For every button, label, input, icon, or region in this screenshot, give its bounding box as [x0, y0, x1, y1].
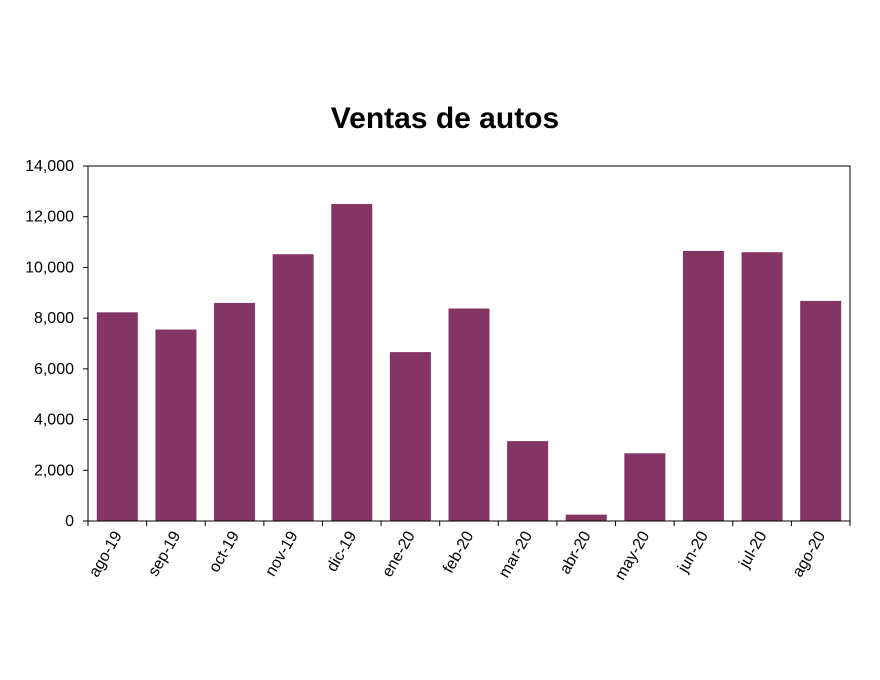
x-tick-label-sep-19: sep-19: [145, 528, 184, 579]
bar-abr-20: [565, 514, 607, 521]
x-tick-label-jul-20: jul-20: [736, 528, 771, 571]
bar-sep-19: [155, 329, 197, 521]
y-axis-ticks: 0 2,000 4,000 6,000 8,000 10,000 12,000 14,000: [25, 158, 88, 530]
x-tick-label-mar-20: mar-20: [496, 528, 536, 580]
bar-oct-19: [214, 302, 256, 521]
bar-jun-20: [682, 250, 724, 522]
y-tick-label: 12,000: [25, 209, 74, 226]
y-tick-label: 0: [65, 513, 74, 530]
y-tick-label: 2,000: [34, 462, 74, 479]
bar-mar-20: [507, 441, 549, 521]
y-tick-label: 10,000: [25, 259, 74, 276]
x-tick-label-ene-20: ene-20: [379, 528, 419, 580]
x-tick-label-abr-20: abr-20: [557, 528, 595, 577]
bar-feb-20: [448, 308, 490, 521]
y-tick-label: 4,000: [34, 412, 74, 429]
x-tick-label-feb-20: feb-20: [440, 528, 477, 576]
x-tick-label-nov-19: nov-19: [262, 528, 301, 579]
chart-title: Ventas de autos: [330, 102, 560, 135]
y-tick-label: 6,000: [34, 361, 74, 378]
bar-dic-19: [331, 204, 373, 522]
bar-nov-19: [272, 254, 314, 521]
bar-ago-19: [96, 312, 138, 521]
x-tick-label-may-20: may-20: [612, 528, 653, 583]
plot-area-border: [87, 165, 851, 522]
x-tick-label-ago-20: ago-20: [790, 528, 830, 580]
x-axis-ticks: ago-19 sep-19 oct-19 nov-19 dic-19 ene-20 feb-…: [86, 521, 851, 583]
y-tick-label: 14,000: [25, 158, 74, 175]
bar-ene-20: [389, 352, 431, 521]
x-tick-label-jun-20: jun-20: [674, 528, 712, 576]
y-tick-label: 8,000: [34, 310, 74, 327]
bar-may-20: [624, 453, 666, 521]
axes-group: [87, 165, 851, 522]
bar-ago-20: [800, 300, 842, 521]
x-tick-label-dic-19: dic-19: [324, 528, 361, 574]
bar-jul-20: [741, 252, 783, 521]
bars-group: [96, 204, 842, 522]
x-tick-label-oct-19: oct-19: [206, 528, 243, 575]
x-tick-label-ago-19: ago-19: [86, 528, 126, 580]
